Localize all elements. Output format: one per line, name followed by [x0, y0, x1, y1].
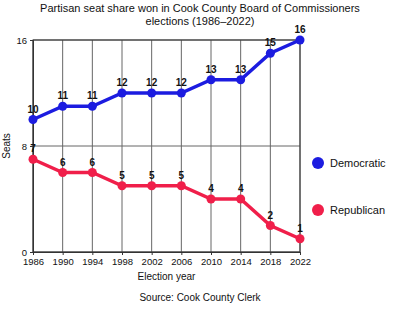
tick-label: 2014	[231, 256, 252, 267]
tick-mark	[152, 252, 153, 255]
data-label: 7	[30, 143, 36, 154]
data-label: 12	[146, 77, 158, 88]
point	[88, 168, 97, 177]
point	[147, 89, 156, 98]
grid	[33, 40, 300, 252]
data-label: 5	[179, 170, 185, 181]
point	[236, 75, 245, 84]
tick-label: 1990	[53, 256, 74, 267]
tick-label: 2002	[142, 256, 163, 267]
point	[58, 102, 67, 111]
data-label: 2	[268, 210, 274, 221]
tick-mark	[63, 252, 64, 255]
point	[177, 181, 186, 190]
tick-label: 8	[22, 141, 27, 152]
tick-mark	[211, 252, 212, 255]
point	[266, 49, 275, 58]
tick: 2006	[171, 252, 192, 267]
data-label: 11	[57, 90, 68, 101]
data-label: 12	[176, 77, 188, 88]
tick-label: 2010	[201, 256, 222, 267]
point	[58, 168, 67, 177]
tick: 1990	[53, 252, 74, 267]
point	[207, 195, 216, 204]
point	[29, 115, 38, 124]
point	[177, 89, 186, 98]
data-labels: 10 11 11 12 12 12 13 13 15 16 7 6 6 5 5 5 4 4 2 1	[27, 24, 306, 234]
grid-line-y	[33, 146, 300, 147]
tick: 2022	[290, 252, 311, 267]
data-label: 12	[116, 77, 128, 88]
title-line: elections (1986–2022)	[146, 15, 255, 27]
point	[296, 234, 305, 243]
tick-mark	[122, 252, 123, 255]
legend-label: Democratic	[330, 157, 386, 169]
data-label: 4	[208, 183, 214, 194]
data-label: 10	[27, 104, 39, 115]
legend-label: Republican	[330, 204, 385, 216]
tick-label: 1998	[112, 256, 133, 267]
tick-label: 1994	[82, 256, 103, 267]
legend-marker	[312, 204, 324, 216]
point	[266, 221, 275, 230]
point	[296, 36, 305, 45]
tick-mark	[241, 252, 242, 255]
point	[29, 155, 38, 164]
tick-label: 0	[22, 247, 27, 258]
axis-line	[34, 253, 301, 256]
data-label: 13	[205, 64, 217, 75]
title-line: Partisan seat share won in Cook County B…	[40, 2, 360, 14]
tick-label: 16	[16, 35, 27, 46]
legend: Democratic Republican	[312, 157, 386, 216]
tick-label: 2022	[290, 256, 311, 267]
plot-area	[29, 36, 305, 244]
tick: 2018	[260, 252, 281, 267]
tick-mark	[30, 40, 33, 41]
data-label: 13	[235, 64, 247, 75]
tick-mark	[30, 252, 33, 253]
title: Partisan seat share won in Cook County B…	[40, 2, 360, 27]
data-label: 1	[297, 223, 303, 234]
x-axis: 1986199019941998200220062010201420182022	[23, 252, 311, 267]
tick: 16	[16, 35, 33, 46]
legend-marker	[312, 157, 324, 169]
x-axis-title: Election year	[138, 271, 196, 282]
tick-label: 2018	[260, 256, 281, 267]
tick: 2014	[231, 252, 252, 267]
series-line	[33, 40, 300, 120]
tick: 1998	[112, 252, 133, 267]
data-label: 6	[60, 157, 66, 168]
tick-mark	[181, 252, 182, 255]
chart: Partisan seat share won in Cook County B…	[0, 0, 400, 309]
data-label: 11	[87, 90, 98, 101]
data-label: 4	[238, 183, 244, 194]
plot-frame	[33, 40, 300, 252]
tick: 2010	[201, 252, 222, 267]
point	[118, 89, 127, 98]
data-label: 5	[119, 170, 125, 181]
point	[147, 181, 156, 190]
tick-label: 2006	[171, 256, 192, 267]
data-label: 15	[265, 37, 277, 48]
source: Source: Cook County Clerk	[139, 292, 261, 303]
point	[236, 195, 245, 204]
tick-mark	[270, 252, 271, 255]
tick: 0	[22, 247, 33, 258]
point	[118, 181, 127, 190]
tick-mark	[300, 252, 301, 255]
series-line	[33, 159, 300, 239]
tick-mark	[92, 252, 93, 255]
y-axis-title: Seats	[1, 133, 12, 159]
data-label: 5	[149, 170, 155, 181]
tick: 2002	[142, 252, 163, 267]
tick: 1994	[82, 252, 103, 267]
data-label: 16	[294, 24, 306, 35]
point	[88, 102, 97, 111]
data-label: 6	[90, 157, 96, 168]
point	[207, 75, 216, 84]
